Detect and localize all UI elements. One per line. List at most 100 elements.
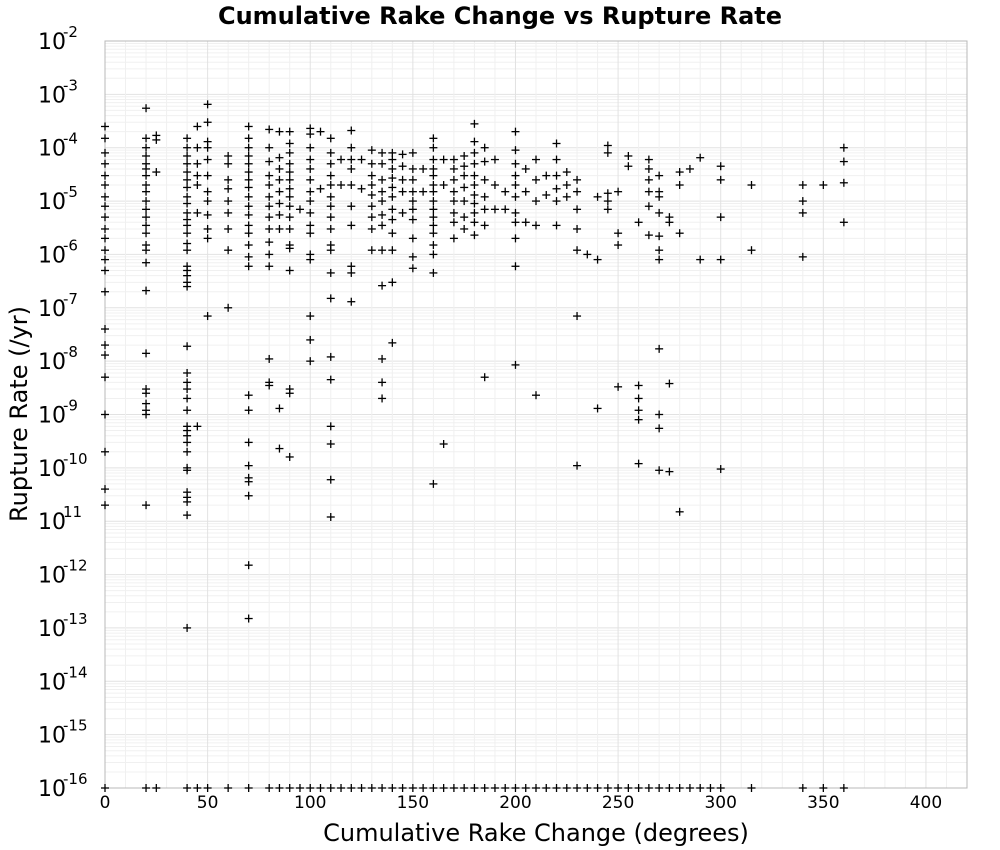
data-point [655,424,664,433]
data-point [378,281,387,290]
data-point [224,151,233,160]
y-axis-ticks: 10-1610-1510-1410-1310-12101110-1010-910… [38,23,88,802]
data-point [101,501,109,510]
data-point [675,784,684,792]
data-point [532,197,540,206]
data-point [624,784,633,792]
data-point [716,175,725,184]
data-point [644,231,653,240]
x-tick-label: 350 [807,793,839,813]
data-point [326,352,335,361]
data-point [378,210,387,219]
data-point [224,175,233,184]
data-point [521,784,530,792]
data-point [306,312,315,321]
data-point [203,784,212,792]
data-point [378,378,387,387]
data-point [326,475,335,484]
data-point [183,199,192,208]
data-point [101,122,109,131]
data-point [101,246,109,255]
data-point [511,208,520,217]
data-point [193,143,202,152]
data-point [347,126,356,135]
data-point [470,208,479,217]
data-point [101,351,109,360]
data-point [480,143,489,152]
data-point [306,357,315,366]
data-point [429,134,438,143]
data-points [101,100,848,792]
data-point [244,461,253,470]
data-point [142,143,151,152]
data-point [101,192,109,201]
data-point [747,181,756,190]
data-point [470,137,479,146]
data-point [183,183,192,192]
data-point [655,171,664,180]
data-point [378,175,387,184]
data-point [285,213,294,222]
data-point [244,122,253,131]
data-point [398,150,407,159]
data-point [347,143,356,152]
data-point [275,175,284,184]
data-point [665,218,674,227]
data-point [152,168,161,177]
y-tick-exponent: -2 [63,23,78,41]
data-point [142,171,151,180]
data-point [634,381,643,390]
data-point [398,208,407,217]
data-point [480,192,489,201]
data-point [378,784,387,792]
y-tick-exponent: -14 [63,663,88,681]
data-point [142,221,151,230]
data-point [388,338,397,347]
data-point [408,215,417,224]
data-point [203,171,212,180]
data-point [183,168,192,177]
data-point [675,229,684,238]
data-point [449,155,458,164]
y-tick-base: 10 [38,777,66,802]
data-point [634,459,643,468]
data-point [203,224,212,233]
data-point [193,181,202,190]
data-point [326,294,335,303]
data-point [501,784,510,792]
data-point [470,159,479,168]
data-point [101,287,109,296]
data-point [378,148,387,157]
data-point [265,213,274,222]
y-tick-label: 10-12 [38,557,88,589]
data-point [183,246,192,255]
data-point [511,360,520,369]
data-point [419,187,428,196]
data-point [306,155,315,164]
data-point [614,784,623,792]
data-point [388,205,397,214]
data-point [183,151,192,160]
y-tick-exponent: 11 [63,503,82,521]
data-point [183,282,192,291]
data-point [306,187,315,196]
data-point [306,175,315,184]
data-point [429,197,438,206]
data-point [285,266,294,275]
data-point [367,146,376,155]
data-point [326,246,335,255]
data-point [675,507,684,516]
data-point [439,439,448,448]
data-point [501,187,510,196]
x-tick-label: 250 [602,793,634,813]
data-point [747,784,756,792]
data-point [511,784,520,792]
data-point [480,373,489,382]
data-point [142,104,151,113]
data-point [460,171,469,180]
data-point [439,784,448,792]
data-point [326,192,335,201]
data-point [326,439,335,448]
